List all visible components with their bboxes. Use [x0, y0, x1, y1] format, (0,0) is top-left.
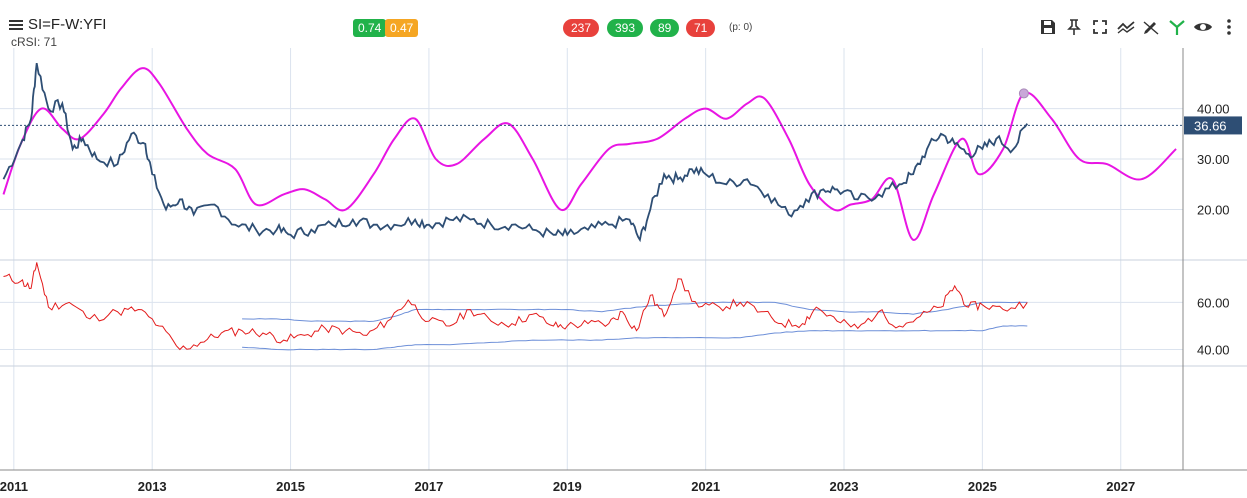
- rsi-axis-label: 60.00: [1197, 295, 1230, 310]
- price-axis-label: 20.00: [1197, 203, 1230, 218]
- cycle-line: [4, 68, 1177, 240]
- upper-band-line: [242, 302, 1027, 322]
- time-axis-label: 2013: [138, 479, 167, 494]
- time-axis-label: 2011: [0, 479, 28, 494]
- time-axis-label: 2021: [691, 479, 720, 494]
- price-axis-label: 30.00: [1197, 152, 1230, 167]
- time-axis-label: 2023: [830, 479, 859, 494]
- lower-band-line: [242, 326, 1027, 350]
- time-axis-label: 2027: [1106, 479, 1135, 494]
- time-axis-label: 2015: [276, 479, 305, 494]
- price-line: [4, 63, 1028, 240]
- last-price-label: 36.66: [1194, 118, 1227, 133]
- cycle-peak-dot: [1019, 89, 1028, 98]
- time-axis-label: 2017: [414, 479, 443, 494]
- price-axis-label: 40.00: [1197, 102, 1230, 117]
- time-axis-label: 2019: [553, 479, 582, 494]
- crsi-line: [4, 262, 1028, 349]
- rsi-axis-label: 40.00: [1197, 343, 1230, 358]
- time-axis-label: 2025: [968, 479, 997, 494]
